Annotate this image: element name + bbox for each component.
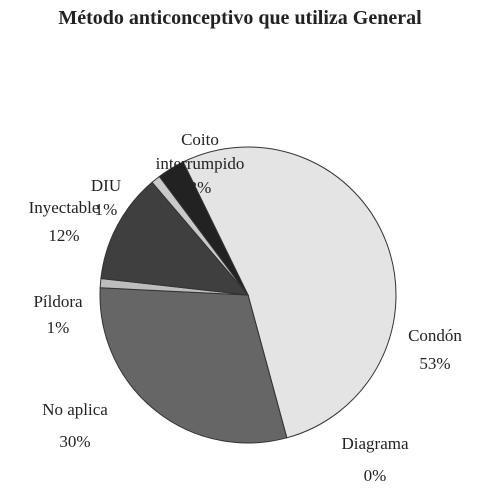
pie-slice (182, 146, 397, 439)
slice-label: Diagrama (341, 434, 409, 453)
slice-value-label: 1% (94, 200, 118, 219)
slice-value-label: 30% (59, 432, 91, 451)
chart-title: Método anticonceptivo que utiliza Genera… (58, 7, 422, 29)
slice-label: Píldora (33, 292, 83, 311)
pie-slice (100, 181, 250, 296)
slice-label: Condón (408, 326, 462, 345)
slice-label: No aplica (42, 400, 108, 419)
slice-label: Inyectable (28, 198, 100, 217)
slice-label: DIU (90, 176, 122, 195)
slice-value-label: 3% (188, 178, 212, 197)
slice-value-label: 0% (363, 466, 387, 485)
slice-value-label: 12% (48, 226, 80, 245)
slice-value-label: 1% (46, 318, 70, 337)
pie-slice (99, 287, 288, 444)
slice-label: Coito interrumpido (155, 130, 245, 173)
pie-slice (158, 161, 249, 296)
slice-value-label: 53% (419, 354, 451, 373)
